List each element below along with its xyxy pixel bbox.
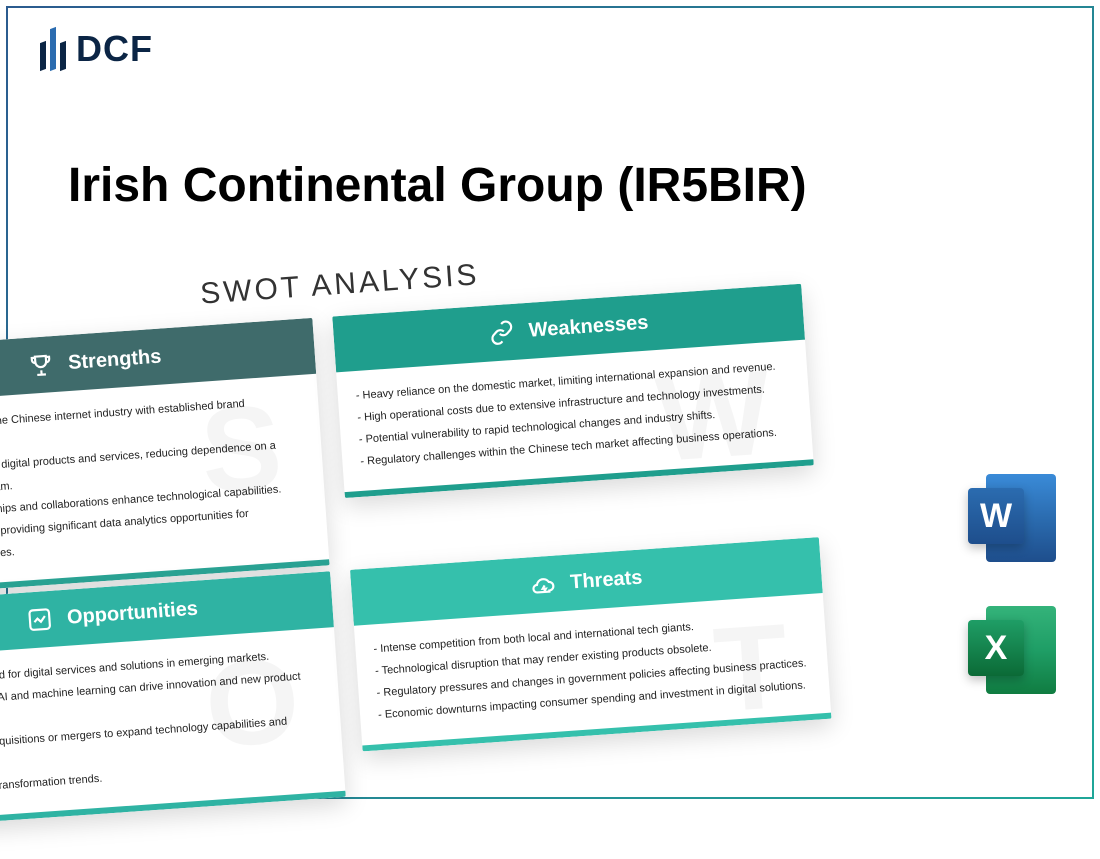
weaknesses-list: Heavy reliance on the domestic market, l…	[355, 355, 794, 473]
swot-card-strengths: Strengths S Strong foothold in the Chine…	[0, 318, 330, 596]
strengths-body: S Strong foothold in the Chinese interne…	[0, 374, 329, 590]
excel-icon: X	[964, 602, 1060, 698]
swot-card-opportunities: Opportunities O Growing demand for digit…	[0, 571, 346, 827]
logo-bars-icon	[38, 28, 68, 70]
strengths-list: Strong foothold in the Chinese internet …	[0, 389, 310, 571]
swot-card-weaknesses: Weaknesses W Heavy reliance on the domes…	[332, 284, 814, 498]
strengths-label: Strengths	[67, 345, 162, 374]
chart-icon	[26, 606, 54, 634]
link-icon	[488, 319, 516, 347]
file-type-icons: W X	[964, 470, 1060, 698]
weaknesses-label: Weaknesses	[528, 311, 649, 342]
swot-stage: SWOT ANALYSIS Strengths S Strong foothol…	[0, 236, 837, 859]
threats-list: Intense competition from both local and …	[373, 608, 812, 726]
opportunities-label: Opportunities	[66, 597, 198, 629]
opportunities-body: O Growing demand for digital services an…	[0, 627, 345, 821]
swot-card-threats: Threats T Intense competition from both …	[350, 537, 832, 751]
excel-letter: X	[968, 620, 1024, 676]
page-title: Irish Continental Group (IR5BIR)	[68, 158, 807, 213]
cloud-icon	[529, 571, 557, 599]
threats-label: Threats	[569, 566, 643, 594]
word-letter: W	[968, 488, 1024, 544]
opportunities-list: Growing demand for digital services and …	[0, 642, 326, 802]
word-icon: W	[964, 470, 1060, 566]
brand-logo: DCF	[38, 28, 153, 70]
brand-name: DCF	[76, 28, 153, 70]
trophy-icon	[27, 351, 55, 379]
